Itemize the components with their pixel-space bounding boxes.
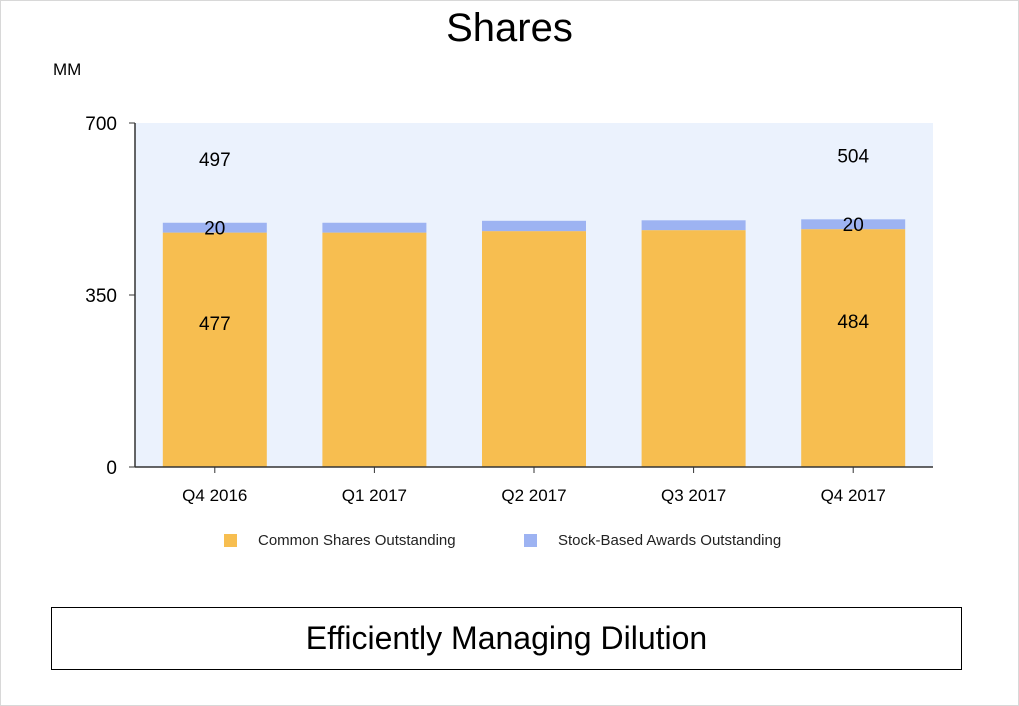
x-tick-label: Q4 2017 bbox=[821, 486, 886, 505]
bar-segment-stock-awards bbox=[641, 220, 746, 231]
data-label: 477 bbox=[199, 314, 231, 335]
bar-segment-stock-awards bbox=[482, 220, 586, 232]
bar-segment-stock-awards bbox=[162, 222, 267, 233]
data-label: 504 bbox=[837, 146, 869, 167]
data-label: 484 bbox=[837, 312, 869, 333]
bar-segment-common-shares bbox=[641, 230, 746, 467]
bar-segment-common-shares bbox=[482, 231, 586, 467]
bar-segment-common-shares bbox=[322, 232, 427, 467]
bar-segment-stock-awards bbox=[322, 222, 427, 233]
y-tick-label: 0 bbox=[106, 458, 117, 479]
data-label: 20 bbox=[204, 219, 225, 240]
legend-item-stock-awards: Stock-Based Awards Outstanding bbox=[524, 532, 781, 549]
y-axis-unit-label: MM bbox=[53, 60, 82, 79]
legend-swatch-common-shares bbox=[224, 534, 237, 547]
legend-label-common-shares: Common Shares Outstanding bbox=[258, 532, 456, 549]
x-tick-label: Q3 2017 bbox=[661, 486, 726, 505]
data-label: 20 bbox=[843, 215, 864, 236]
x-tick-label: Q4 2016 bbox=[182, 486, 247, 505]
bar-segment-common-shares bbox=[162, 232, 267, 467]
y-tick-label: 700 bbox=[85, 114, 117, 135]
footer-caption-box: Efficiently Managing Dilution bbox=[51, 607, 962, 670]
legend-swatch-stock-awards bbox=[524, 534, 537, 547]
x-tick-label: Q1 2017 bbox=[342, 486, 407, 505]
bar-segment-stock-awards bbox=[801, 219, 906, 230]
footer-caption: Efficiently Managing Dilution bbox=[305, 620, 708, 656]
x-tick-label: Q2 2017 bbox=[501, 486, 566, 505]
legend-item-common-shares: Common Shares Outstanding bbox=[224, 532, 456, 549]
stacked-bar-chart: 0 350 700 Q4 2016 Q1 2017 Q2 2017 Q3 2017 Q4 20… bbox=[85, 114, 933, 505]
chart-title: Shares bbox=[446, 6, 573, 50]
bar-segment-common-shares bbox=[801, 229, 906, 467]
y-tick-label: 350 bbox=[85, 286, 117, 307]
legend-label-stock-awards: Stock-Based Awards Outstanding bbox=[558, 532, 782, 549]
data-label: 497 bbox=[199, 150, 231, 171]
